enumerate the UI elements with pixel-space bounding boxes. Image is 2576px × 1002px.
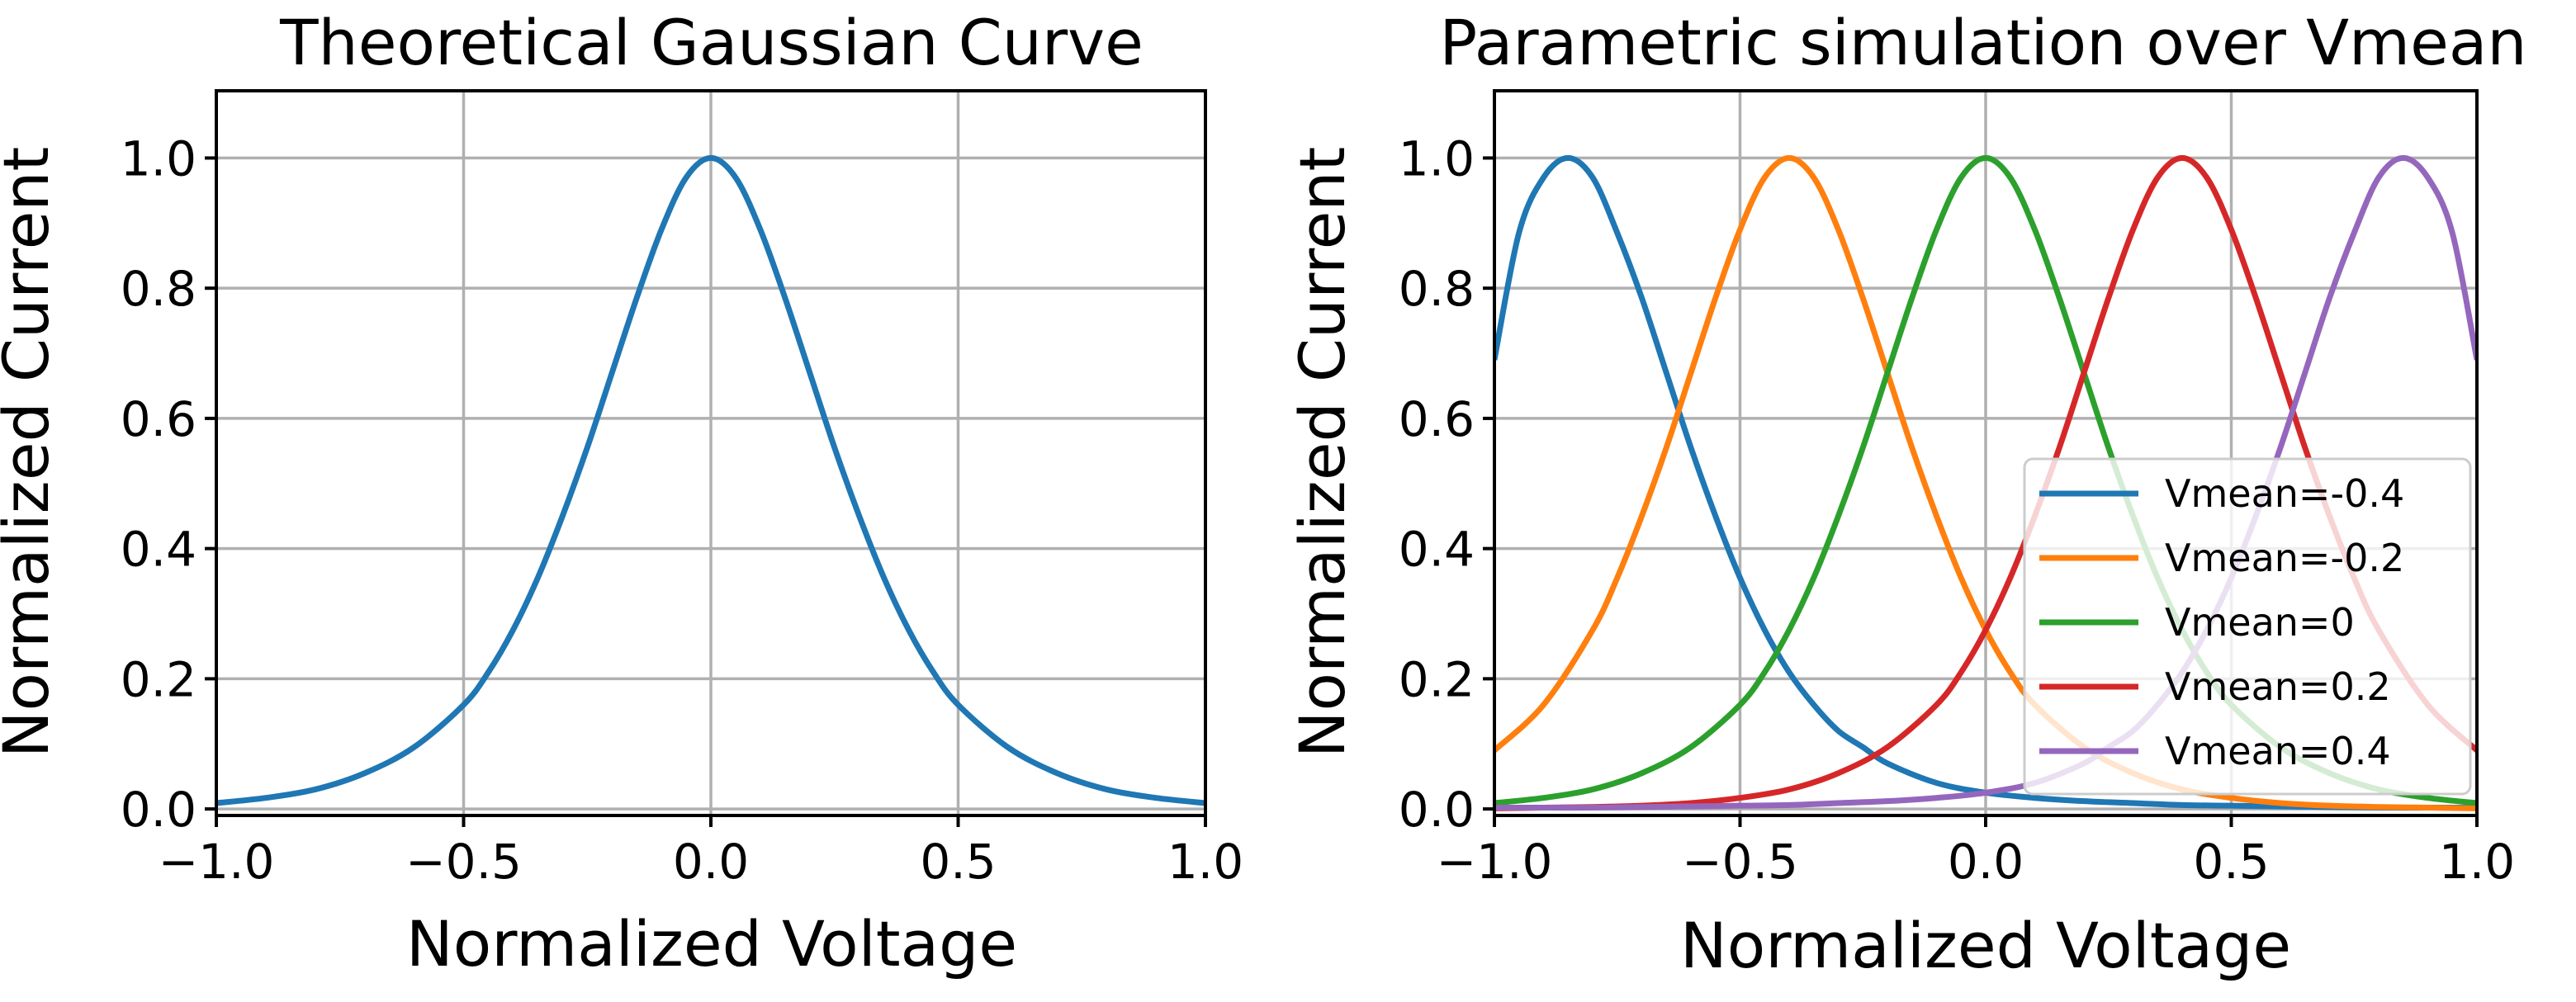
right-y-tick-label: 0.2 [1399, 651, 1475, 707]
left-y-axis-label: Normalized Current [0, 147, 63, 759]
left-y-tick-label: 1.0 [121, 130, 197, 187]
right-x-tick-label: 0.5 [2193, 834, 2269, 890]
right-x-tick-label: −0.5 [1682, 834, 1798, 890]
left-y-tick-label: 0.6 [121, 391, 197, 447]
right-x-tick-label: 0.0 [1948, 834, 2024, 890]
left-y-tick-label: 0.4 [121, 522, 197, 578]
left-x-tick-label: 0.5 [920, 834, 996, 890]
right-legend: Vmean=-0.4 Vmean=-0.2 Vmean=0 Vmean=0.2 … [2023, 457, 2472, 796]
left-y-tick-label: 0.2 [121, 651, 197, 707]
left-y-tick-label: 0.0 [121, 782, 197, 838]
right-y-tick-label: 0.6 [1399, 391, 1475, 447]
legend-label-vmean-0-4: Vmean=0.4 [2165, 729, 2391, 773]
legend-label-vmean-0-2: Vmean=0.2 [2165, 664, 2391, 709]
right-chart: Parametric simulation over Vmean −1.0 −0.… [1286, 6, 2527, 982]
right-y-tick-label: 0.4 [1399, 522, 1475, 578]
left-x-tick-label: 0.0 [673, 834, 749, 890]
legend-entry: Vmean=-0.2 [2039, 536, 2404, 580]
left-series-group [216, 154, 1205, 806]
left-grid [215, 91, 1207, 815]
left-y-tick-label: 0.8 [121, 261, 197, 317]
legend-frame [2023, 457, 2472, 796]
left-x-tick-label: −1.0 [159, 834, 275, 890]
legend-entry: Vmean=-0.4 [2039, 471, 2404, 516]
left-chart-title: Theoretical Gaussian Curve [279, 6, 1144, 79]
left-x-axis-label: Normalized Voltage [406, 907, 1017, 981]
legend-entry: Vmean=0.4 [2039, 729, 2391, 773]
right-y-tick-label: 1.0 [1399, 130, 1475, 187]
left-ticks: −1.0 −0.5 0.0 0.5 1.0 0.0 0.2 0.4 0.6 0.8 1.0 [121, 130, 1243, 890]
left-chart: Theoretical Gaussian Curve −1.0 −0.5 0.0 0.… [0, 6, 1243, 981]
right-x-tick-label: 1.0 [2439, 834, 2515, 890]
legend-label-vmean-neg-0-4: Vmean=-0.4 [2165, 471, 2404, 516]
right-y-tick-label: 0.8 [1399, 261, 1475, 317]
legend-entry: Vmean=0 [2039, 600, 2355, 645]
legend-label-vmean-neg-0-2: Vmean=-0.2 [2165, 536, 2404, 580]
left-x-tick-label: −0.5 [405, 834, 522, 890]
left-x-tick-label: 1.0 [1167, 834, 1243, 890]
right-x-tick-label: −1.0 [1437, 834, 1553, 890]
left-series-line-gaussian [216, 154, 1205, 806]
right-ticks: −1.0 −0.5 0.0 0.5 1.0 0.0 0.2 0.4 0.6 0.8 1.0 [1399, 130, 2515, 890]
right-series-line-vmean-neg-0-4 [1494, 154, 2477, 811]
legend-label-vmean-0: Vmean=0 [2165, 600, 2355, 645]
right-chart-title: Parametric simulation over Vmean [1439, 6, 2526, 79]
right-y-tick-label: 0.0 [1399, 782, 1475, 838]
right-x-axis-label: Normalized Voltage [1680, 909, 2291, 982]
legend-entry: Vmean=0.2 [2039, 664, 2391, 709]
right-y-axis-label: Normalized Current [1286, 147, 1359, 759]
